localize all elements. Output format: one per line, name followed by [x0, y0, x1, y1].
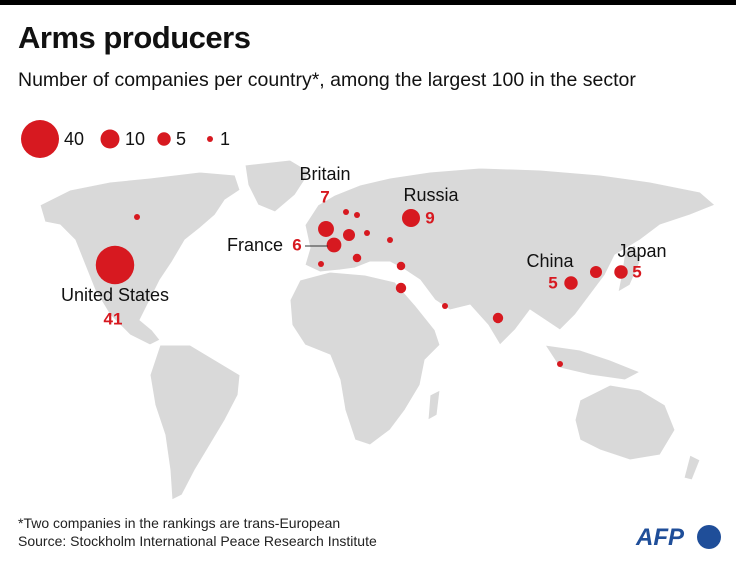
madagascar [427, 389, 441, 421]
legend-label: 40 [64, 129, 84, 149]
country-value: 9 [425, 208, 434, 227]
legend-label: 10 [125, 129, 145, 149]
country-bubble [395, 282, 407, 294]
africa [289, 271, 441, 446]
country-bubble [492, 312, 504, 324]
logo-dot [697, 525, 721, 549]
country-value: 7 [320, 187, 329, 206]
country-bubble [353, 211, 361, 219]
country-name: China [526, 251, 574, 271]
new-zealand [683, 454, 701, 481]
country-bubble [352, 253, 362, 263]
country-name: France [227, 235, 283, 255]
country-bubble [342, 228, 356, 242]
southeast-asia-islands [543, 344, 642, 381]
logo: AFP [636, 524, 684, 551]
country-bubble [363, 229, 371, 237]
country-bubble [589, 265, 603, 279]
legend-bubble [21, 120, 59, 158]
country-value: 6 [292, 235, 301, 254]
legend-bubble [206, 135, 214, 143]
country-bubble [318, 221, 334, 237]
country-bubble [326, 237, 342, 253]
subtitle: Number of companies per country*, among … [18, 69, 636, 91]
country-name: Japan [617, 241, 666, 261]
country-bubble [396, 261, 406, 271]
south-america [149, 344, 241, 501]
country-bubble [614, 265, 628, 279]
legend-label: 5 [176, 129, 186, 149]
country-bubble [317, 260, 325, 268]
country-bubble [401, 208, 421, 228]
footnote: *Two companies in the rankings are trans… [18, 515, 341, 531]
country-bubble [441, 302, 449, 310]
country-value: 5 [548, 273, 557, 292]
top-bar [0, 0, 736, 5]
legend-label: 1 [220, 129, 230, 149]
australia [574, 384, 676, 461]
legend-bubble [100, 129, 120, 149]
country-name: Britain [299, 164, 350, 184]
country-name: United States [61, 285, 169, 305]
country-bubble [386, 236, 394, 244]
title: Arms producers [18, 20, 251, 55]
legend-bubble [157, 132, 171, 146]
country-bubble [133, 213, 141, 221]
north-america [39, 171, 241, 346]
country-bubble [342, 208, 350, 216]
country-name: Russia [403, 185, 459, 205]
country-value: 41 [104, 309, 123, 328]
world-map [39, 159, 716, 501]
country-bubble [564, 276, 578, 290]
source: Source: Stockholm International Peace Re… [18, 533, 377, 549]
country-value: 5 [632, 262, 641, 281]
country-bubble [556, 360, 564, 368]
greenland [244, 159, 311, 213]
country-bubble [95, 245, 135, 285]
